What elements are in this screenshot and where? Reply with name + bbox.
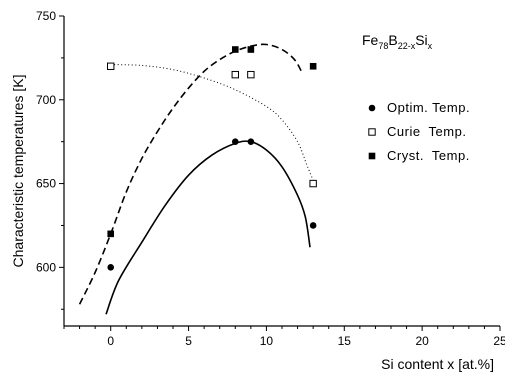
- y-tick-label: 650: [36, 177, 56, 191]
- optim-temp-point: [247, 138, 255, 145]
- y-tick-label: 600: [36, 260, 56, 274]
- y-tick-label: 700: [36, 93, 56, 107]
- cryst-temp-point: [247, 46, 255, 53]
- x-tick-label: 25: [493, 334, 505, 348]
- formula-fe: Fe: [362, 32, 379, 48]
- cryst-temp-point: [309, 62, 317, 70]
- optim-temp-legend-marker: [368, 104, 376, 112]
- curie-temp-point: [107, 62, 115, 70]
- formula-b-sub: 22-x: [398, 41, 416, 51]
- optim-temp-point: [231, 138, 239, 145]
- x-tick-label: 20: [415, 334, 429, 348]
- curie-temp-point: [309, 179, 317, 188]
- optim-temp-legend-label: Optim. Temp.: [387, 100, 470, 115]
- cryst-temp-point: [107, 230, 115, 238]
- curie-temp-point: [231, 70, 239, 79]
- fit-curves: [78, 43, 314, 315]
- x-tick-label: 15: [338, 334, 352, 348]
- cryst-temp-fit-curve: [78, 43, 303, 305]
- curie-temp-legend-marker: [368, 128, 376, 136]
- cryst-temp-legend-marker: [368, 152, 376, 160]
- axes: [63, 16, 500, 327]
- y-tick-label: 750: [36, 9, 56, 23]
- formula-si: Si: [415, 32, 427, 48]
- optim-temp-point: [107, 264, 115, 271]
- x-tick-label: 10: [260, 334, 274, 348]
- x-ticks: 0 5 10 15 20 25: [63, 326, 505, 348]
- cryst-temp-legend-label: Cryst. Temp.: [387, 148, 470, 163]
- legend: Optim. Temp. Curie Temp. Cryst. Temp.: [368, 100, 470, 163]
- x-tick-label: 0: [107, 334, 114, 348]
- optim-temp-point: [309, 222, 317, 229]
- y-ticks: 600 650 700 750: [36, 9, 64, 310]
- x-tick-label: 5: [185, 334, 192, 348]
- formula-fe-sub: 78: [378, 41, 388, 51]
- formula-b: B: [388, 32, 397, 48]
- formula-si-sub: x: [428, 41, 433, 51]
- curie-temp-fit-curve: [110, 64, 314, 181]
- curie-temp-legend-label: Curie Temp.: [387, 124, 466, 139]
- y-axis-title: Characteristic temperatures [K]: [10, 75, 26, 268]
- curie-temp-point: [247, 70, 255, 79]
- alloy-formula: Fe78B22-xSix: [362, 32, 433, 51]
- cryst-temp-point: [231, 46, 239, 53]
- x-axis-title: Si content x [at.%]: [381, 356, 494, 372]
- data-markers: [107, 46, 317, 271]
